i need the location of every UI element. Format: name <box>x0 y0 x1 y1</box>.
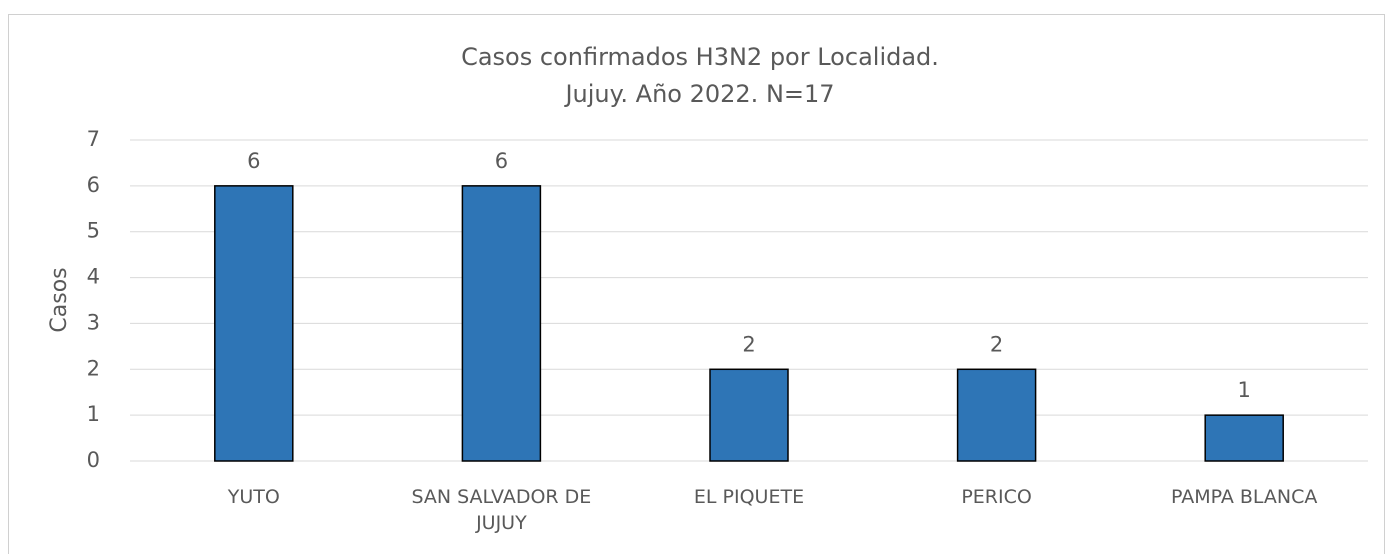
bar <box>461 185 542 462</box>
y-tick-label: 5 <box>87 219 100 243</box>
chart-title: Jujuy. Año 2022. N=17 <box>563 80 834 108</box>
chart-title: Casos confirmados H3N2 por Localidad. <box>461 43 939 71</box>
y-tick-label: 7 <box>87 127 100 151</box>
bar <box>1204 414 1284 462</box>
x-tick-label: SAN SALVADOR DE JUJUY <box>411 486 592 534</box>
x-tick-label: PAMPA BLANCA <box>1170 486 1318 508</box>
y-tick-label: 0 <box>87 448 100 472</box>
bar <box>709 368 789 462</box>
y-tick-label: 4 <box>87 265 100 289</box>
data-label: 1 <box>1238 378 1251 402</box>
bar <box>214 185 294 462</box>
bar <box>956 368 1037 462</box>
x-tick-label: EL PIQUETE <box>693 486 805 508</box>
x-tick-label: PERICO <box>961 486 1032 508</box>
y-tick-label: 3 <box>87 310 100 334</box>
y-axis-label: Casos <box>47 267 72 332</box>
data-label: 6 <box>495 149 508 173</box>
data-label: 6 <box>247 149 260 173</box>
chart-frame <box>8 14 1385 554</box>
y-tick-label: 2 <box>87 356 100 380</box>
y-tick-label: 1 <box>87 402 100 426</box>
data-label: 2 <box>742 332 755 356</box>
x-tick-label: YUTO <box>227 486 280 508</box>
data-label: 2 <box>990 332 1003 356</box>
y-tick-label: 6 <box>87 173 100 197</box>
